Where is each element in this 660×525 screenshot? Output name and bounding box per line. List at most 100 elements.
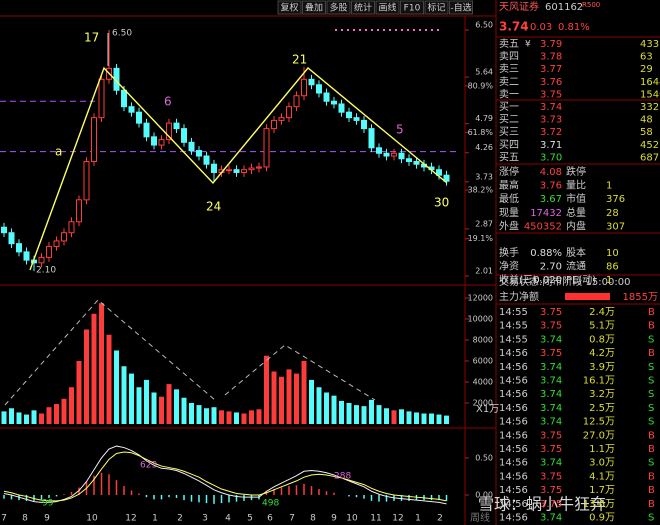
trade-side: B (648, 348, 655, 359)
candle-body (166, 122, 172, 141)
trade-price: 3.75 (540, 499, 562, 510)
volume-bar (376, 405, 382, 424)
wave-label: 17 (84, 31, 99, 45)
stat-label: 最高 (499, 179, 519, 192)
trade-time: 14:55 (499, 307, 528, 318)
trade-price: 3.75 (540, 307, 562, 318)
y-tick-label: 6000 (473, 357, 493, 366)
volume-bar (211, 407, 217, 424)
trade-time: 14:56 (499, 362, 528, 373)
candle-body (383, 152, 390, 157)
volume-bar (46, 407, 52, 424)
candle-body (16, 243, 22, 253)
book-price: 3.70 (540, 152, 562, 163)
trade-time: 14:56 (499, 513, 528, 524)
volume-bar (301, 361, 307, 424)
x-tick-label: 2 (437, 514, 443, 524)
y-tick-label: 5.64 (475, 68, 493, 77)
toolbar-button[interactable]: F10 (404, 4, 421, 14)
volume-bar (99, 303, 104, 424)
marks (0, 30, 460, 505)
volume-bar (121, 366, 127, 424)
book-price: 3.73 (540, 115, 562, 126)
book-label: 卖三 (499, 63, 519, 75)
x-tick-label: 2 (177, 514, 183, 524)
volume-trend-line (4, 299, 216, 406)
volume-bar (331, 395, 337, 424)
toolbar-button[interactable]: 复权 (280, 2, 298, 14)
candle-body (443, 174, 450, 182)
stat-value: 3.76 (540, 181, 562, 192)
trade-time: 14:56 (499, 403, 528, 414)
toolbar-button[interactable]: -自选 (450, 2, 471, 14)
volume-bar (9, 408, 14, 424)
trade-volume: 3.2万 (589, 389, 615, 400)
y-tick-label: 2.87 (475, 219, 493, 228)
volume-bar (151, 392, 157, 424)
trade-time: 14:56 (499, 348, 528, 359)
book-price: 3.72 (540, 127, 562, 138)
toolbar-button[interactable]: 多股 (329, 2, 347, 14)
y-tick-label: 2.01 (475, 267, 493, 276)
volume-bar (256, 409, 262, 424)
book-volume: 58 (640, 127, 653, 138)
x-tick-label: 10 (346, 514, 358, 524)
trade-time: 14:56 (499, 444, 528, 455)
candle-body (46, 245, 52, 258)
book-price: 3.74 (540, 102, 562, 113)
volume-bar (271, 371, 277, 424)
x-tick-label: 6 (267, 514, 273, 524)
book-label: 卖一 (499, 88, 519, 100)
x-tick-label: 1 (152, 514, 158, 524)
stock-name: 天风证券 (499, 0, 539, 13)
stat-label: 量比 (566, 180, 586, 192)
trade-time: 14:55 (499, 321, 528, 332)
trade-side: B (648, 499, 655, 510)
candle-body (188, 141, 195, 152)
candle-body (353, 117, 360, 121)
volume-bar (286, 369, 292, 424)
trade-time: 14:56 (499, 485, 528, 496)
book-volume: 452 (640, 140, 659, 151)
candle-body (68, 221, 75, 234)
trade-price: 3.74 (540, 458, 562, 469)
volume-bar (204, 408, 209, 424)
volume-bar (249, 410, 254, 424)
volume-bar (279, 376, 284, 424)
toolbar-button[interactable]: 标记 (427, 2, 445, 14)
volume-bar (234, 412, 239, 424)
book-price: 3.78 (540, 52, 562, 63)
toolbar-button[interactable]: 叠加 (305, 3, 323, 14)
y-tick-label: 6.50 (475, 21, 493, 30)
candle-body (293, 95, 300, 108)
candle-body (173, 122, 180, 130)
volume-bar (174, 389, 179, 424)
x-tick-label: 3 (202, 514, 208, 524)
volume-bar (166, 384, 172, 424)
stat-label: PE(动) (566, 274, 596, 286)
volume-bar (421, 413, 427, 424)
book-volume: 48 (640, 115, 653, 126)
book-volume: 29 (640, 64, 653, 75)
stat-label: 涨停 (499, 165, 519, 178)
stat-value: 0.88% (530, 248, 562, 259)
toolbar-button[interactable]: 统计 (354, 2, 372, 14)
volume-bar (54, 404, 59, 424)
candle-body (226, 169, 232, 172)
book-label: 买四 (499, 139, 519, 151)
trade-time: 14:56 (499, 499, 528, 510)
candle-body (308, 78, 315, 86)
candle-body (181, 128, 187, 143)
trade-volume: 27.0万 (583, 430, 615, 441)
toolbar-button[interactable]: 画线 (378, 2, 396, 14)
x-tick-label: 8 (22, 514, 28, 524)
stat-value: 28 (606, 208, 619, 219)
wave-line (29, 66, 448, 271)
wave-label: 5 (396, 123, 404, 137)
book-volume: 1644 (640, 77, 660, 88)
x-tick-label: 12 (392, 514, 403, 524)
stat-value: 86 (606, 262, 619, 273)
stat-value: 17432 (530, 208, 562, 219)
candle-body (98, 78, 105, 119)
